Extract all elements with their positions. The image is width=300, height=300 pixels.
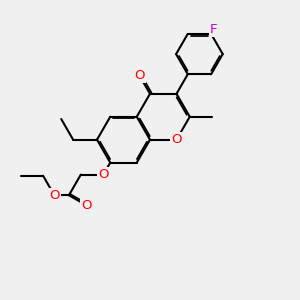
Text: O: O	[98, 168, 109, 181]
Text: O: O	[49, 189, 60, 202]
Text: O: O	[171, 133, 182, 146]
Text: O: O	[81, 199, 92, 212]
Text: O: O	[134, 69, 145, 82]
Text: F: F	[210, 23, 218, 36]
